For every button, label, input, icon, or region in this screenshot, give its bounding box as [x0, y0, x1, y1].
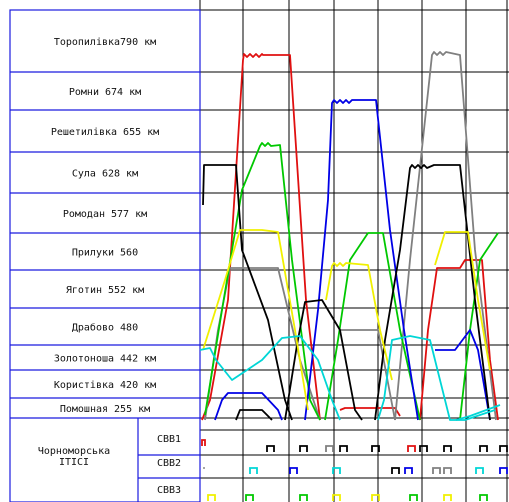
group-label: ІТІСІ	[59, 457, 89, 468]
station-label: Сула 628 км	[72, 169, 138, 180]
slot-mark	[325, 445, 334, 452]
station-label: Прилуки 560	[72, 248, 138, 259]
slot-mark	[332, 467, 341, 474]
station-label: Драбово 480	[72, 322, 138, 334]
station-label: Ромни 674 км	[69, 87, 141, 98]
slot-mark	[407, 445, 416, 452]
slot-mark	[371, 445, 380, 452]
slot-mark	[479, 494, 488, 501]
train-path-red	[419, 259, 499, 421]
sub-row-label: СВВ2	[157, 458, 181, 469]
slot-mark	[207, 494, 216, 501]
grid	[199, 0, 509, 502]
station-label: Решетилівка 655 км	[51, 126, 159, 138]
train-path-red	[201, 53, 321, 421]
train-path-blue	[435, 329, 491, 421]
train-path-cyan	[199, 335, 341, 421]
train-path-yellow	[325, 262, 393, 381]
slot-mark	[443, 445, 452, 452]
slot-mark	[499, 467, 508, 474]
train-path-cyan	[455, 404, 501, 421]
slot-mark	[432, 467, 441, 474]
slot-mark	[299, 494, 308, 501]
slot-mark	[479, 445, 488, 452]
slot-mark	[299, 445, 308, 452]
train-path-gray	[340, 329, 396, 421]
train-path-cyan	[377, 335, 496, 421]
slot-marks	[201, 439, 508, 501]
slot-mark	[443, 494, 452, 501]
label-frame	[9, 9, 201, 502]
train-path-black	[235, 409, 273, 421]
train-path-gray	[394, 51, 497, 421]
slot-mark	[443, 467, 452, 474]
slot-mark	[499, 445, 508, 452]
slot-mark	[419, 445, 428, 452]
train-path-black	[202, 164, 293, 421]
station-label: Користівка 420 км	[54, 379, 156, 391]
station-labels: Торопилівка790 км Ромни 674 км Решетилівка…	[38, 36, 181, 496]
train-path-green	[324, 232, 421, 421]
slot-mark	[249, 467, 258, 474]
sub-row-label: СВВ1	[157, 434, 181, 445]
slot-mark	[391, 467, 400, 474]
group-label: Чорноморська	[38, 446, 110, 457]
train-paths	[199, 51, 501, 421]
sub-row-label: СВВ3	[157, 485, 181, 496]
slot-mark	[201, 439, 206, 446]
train-path-yellow	[434, 231, 491, 371]
slot-mark	[245, 494, 254, 501]
slot-mark	[371, 494, 380, 501]
slot-mark	[332, 494, 341, 501]
slot-mark	[404, 467, 413, 474]
train-path-blue	[304, 99, 419, 421]
train-path-red	[339, 407, 401, 417]
slot-mark	[339, 445, 348, 452]
station-label: Помошная 255 км	[60, 404, 150, 415]
slot-mark	[289, 467, 298, 474]
station-label: Ромодан 577 км	[63, 209, 147, 220]
train-path-blue	[214, 392, 283, 421]
station-label: Торопилівка790 км	[54, 36, 156, 48]
slot-mark	[475, 467, 484, 474]
train-path-yellow	[202, 229, 309, 411]
slot-mark	[266, 445, 275, 452]
station-label: Яготин 552 км	[66, 285, 144, 296]
train-path-black	[284, 299, 363, 421]
train-path-black	[374, 164, 491, 421]
label-table-border	[9, 9, 201, 502]
station-label: Золотоноша 442 км	[54, 354, 156, 365]
slot-mark	[409, 494, 418, 501]
